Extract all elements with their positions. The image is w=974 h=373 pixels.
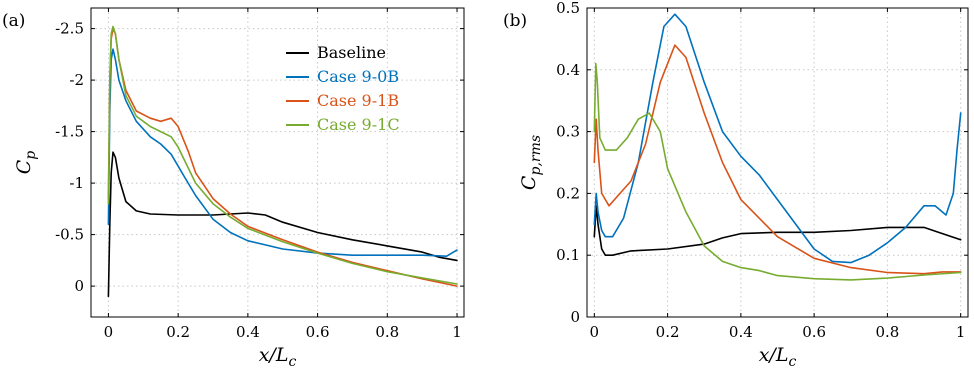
- y-tick-label: -2.5: [55, 20, 84, 38]
- panel-label: (a): [2, 11, 25, 31]
- y-tick-label: 0.4: [556, 61, 580, 79]
- x-tick-label: 0.4: [236, 323, 260, 341]
- x-axis-label: x/Lc: [759, 344, 797, 370]
- series-line-case-9-0b: [593, 13, 962, 264]
- legend: Baseline Case 9-0B Case 9-1B Case 9-1C: [286, 43, 400, 134]
- series-line-case-9-1c: [107, 25, 458, 285]
- x-tick-label: 1: [956, 323, 966, 341]
- x-tick-label: 1: [452, 323, 462, 341]
- y-tick-label: 0: [74, 277, 84, 295]
- panel-label: (b): [503, 11, 527, 31]
- y-tick-label: 0: [570, 308, 580, 326]
- legend-label: Case 9-1B: [317, 91, 399, 110]
- x-axis-label: x/Lc: [259, 344, 297, 370]
- x-tick-label: 0.2: [656, 323, 680, 341]
- y-axis-label: Cp: [13, 151, 39, 175]
- x-tick-label: 0.4: [729, 323, 753, 341]
- y-axis-label: Cp,rms: [518, 135, 544, 190]
- series-line-baseline: [107, 151, 458, 298]
- series-line-case-9-1c: [593, 62, 962, 281]
- y-tick-label: -2: [69, 71, 84, 89]
- series-line-case-9-0b: [107, 48, 458, 258]
- y-tick-label: 0.2: [556, 184, 580, 202]
- x-tick-label: 0: [104, 323, 114, 341]
- legend-label: Case 9-0B: [317, 67, 399, 86]
- x-tick-label: 0.2: [166, 323, 190, 341]
- plot-area: [91, 8, 464, 317]
- y-tick-label: 0.5: [556, 0, 580, 17]
- x-tick-label: 0.6: [306, 323, 330, 341]
- axes-box: [90, 7, 465, 318]
- y-tick-label: -1: [69, 174, 84, 192]
- legend-label: Baseline: [317, 43, 386, 62]
- y-tick-label: 0.1: [556, 246, 580, 264]
- axes-box: [586, 7, 969, 318]
- plot-area: [587, 8, 968, 317]
- x-tick-label: 0.6: [802, 323, 826, 341]
- x-tick-label: 0.8: [375, 323, 399, 341]
- panel-b: 0 0.2 0.4 0.6 0.8 1 0 0.1 0.2 0.3 0.4 0.5 x/Lc Cp,rms…: [503, 0, 969, 370]
- x-tick-label: 0: [590, 323, 600, 341]
- y-tick-label: 0.3: [556, 123, 580, 141]
- legend-label: Case 9-1C: [317, 115, 400, 134]
- panel-a: 0 0.2 0.4 0.6 0.8 1 -2.5 -2 -1.5 -1 -0.5 0 x/Lc Cp (a)…: [2, 7, 465, 370]
- x-tick-label: 0.8: [875, 323, 899, 341]
- y-tick-label: -0.5: [55, 226, 84, 244]
- series-line-baseline: [593, 205, 962, 256]
- series-line-case-9-1b: [593, 44, 962, 275]
- y-tick-label: -1.5: [55, 123, 84, 141]
